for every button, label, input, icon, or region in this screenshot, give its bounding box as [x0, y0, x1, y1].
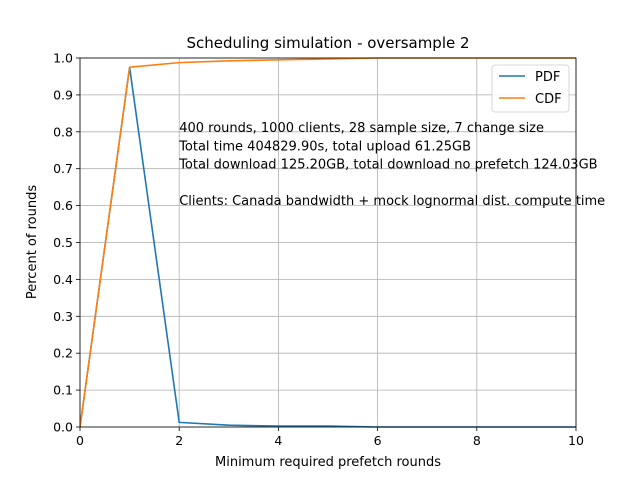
y-tick-label: 0.0 [53, 420, 73, 435]
x-tick-label: 10 [568, 433, 584, 448]
y-tick-label: 0.1 [53, 383, 73, 398]
x-tick-label: 8 [473, 433, 481, 448]
x-tick-label: 4 [274, 433, 282, 448]
y-tick-label: 0.7 [53, 161, 73, 176]
legend-label: PDF [535, 70, 560, 85]
annotation-line: 400 rounds, 1000 clients, 28 sample size… [179, 121, 544, 136]
y-tick-label: 0.8 [53, 124, 73, 139]
annotation-line: Clients: Canada bandwidth + mock lognorm… [179, 194, 605, 209]
y-tick-label: 0.3 [53, 309, 73, 324]
y-tick-label: 0.6 [53, 198, 73, 213]
chart-title: Scheduling simulation - oversample 2 [186, 34, 470, 52]
y-tick-label: 0.9 [53, 87, 73, 102]
y-tick-label: 0.5 [53, 235, 73, 250]
y-tick-label: 0.2 [53, 346, 73, 361]
annotation-line: Total download 125.20GB, total download … [178, 158, 597, 173]
x-tick-label: 2 [175, 433, 183, 448]
x-tick-label: 0 [76, 433, 84, 448]
x-axis-label: Minimum required prefetch rounds [215, 455, 441, 470]
x-tick-label: 6 [374, 433, 382, 448]
y-tick-label: 0.4 [53, 272, 73, 287]
legend-label: CDF [535, 92, 562, 107]
y-tick-label: 1.0 [53, 51, 73, 66]
annotation-line: Total time 404829.90s, total upload 61.2… [178, 139, 471, 154]
plot-frame [79, 57, 577, 428]
